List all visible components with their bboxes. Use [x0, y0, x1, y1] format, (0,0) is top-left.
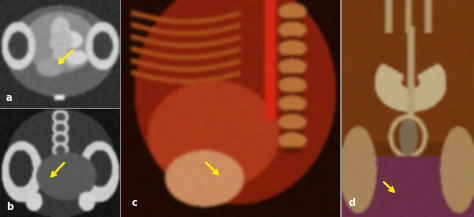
Text: d: d	[349, 198, 356, 208]
Text: b: b	[6, 202, 13, 212]
Text: c: c	[132, 198, 137, 208]
Text: a: a	[6, 93, 12, 103]
